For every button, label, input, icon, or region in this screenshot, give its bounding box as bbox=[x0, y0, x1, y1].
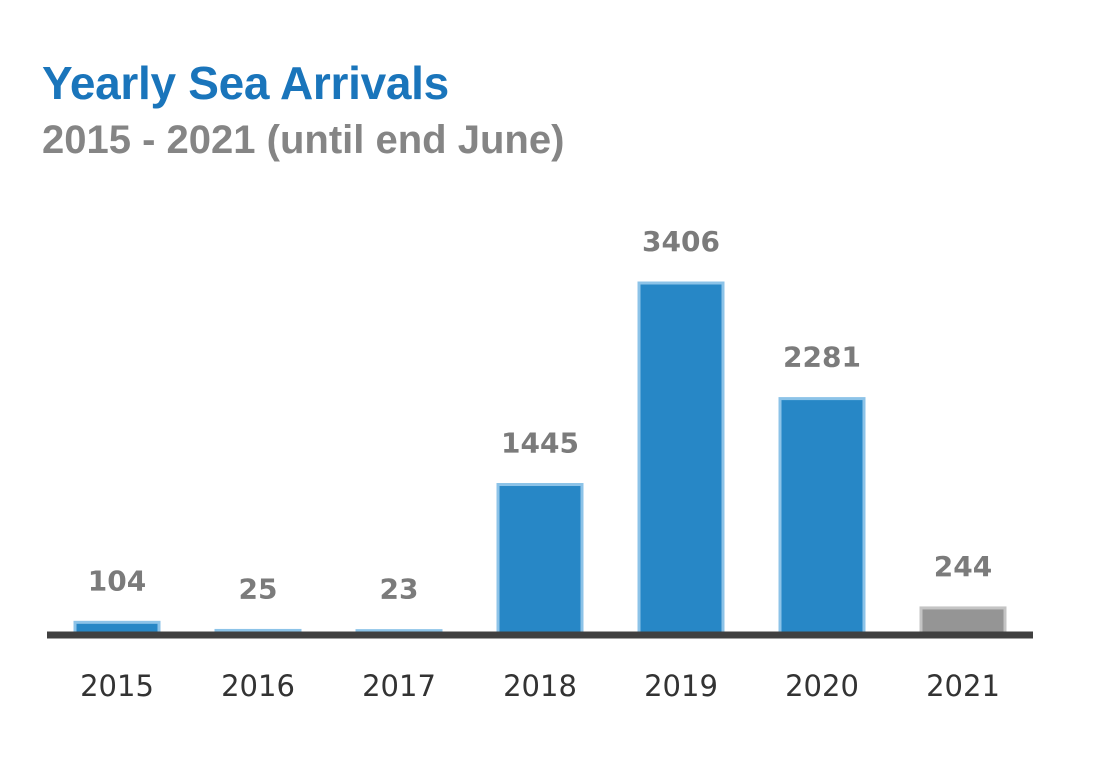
chart-title: Yearly Sea Arrivals bbox=[42, 57, 449, 109]
x-tick-label-2018: 2018 bbox=[503, 669, 577, 703]
x-tick-label-2020: 2020 bbox=[785, 669, 859, 703]
bar-2021 bbox=[919, 606, 1007, 635]
bar-2020 bbox=[778, 397, 866, 635]
x-tick-label-2015: 2015 bbox=[80, 669, 154, 703]
value-label-2020: 2281 bbox=[783, 341, 861, 374]
bar-2018 bbox=[496, 483, 584, 635]
x-tick-label-2017: 2017 bbox=[362, 669, 436, 703]
bar-2019 bbox=[637, 281, 725, 635]
value-label-2017: 23 bbox=[380, 573, 419, 606]
x-tick-label-2019: 2019 bbox=[644, 669, 718, 703]
category-labels-group: 2015 2016 2017 2018 2019 2020 2021 bbox=[80, 669, 1000, 703]
value-labels-group: 104 25 23 1445 3406 2281 244 bbox=[88, 225, 992, 606]
value-label-2016: 25 bbox=[239, 572, 278, 605]
value-label-2015: 104 bbox=[88, 564, 146, 597]
x-tick-label-2016: 2016 bbox=[221, 669, 295, 703]
value-label-2021: 244 bbox=[934, 550, 992, 583]
chart-subtitle: 2015 - 2021 (until end June) bbox=[42, 118, 565, 162]
x-tick-label-2021: 2021 bbox=[926, 669, 1000, 703]
bars-group bbox=[73, 281, 1007, 635]
value-label-2018: 1445 bbox=[501, 427, 579, 460]
bar-2015 bbox=[73, 620, 161, 635]
value-label-2019: 3406 bbox=[642, 225, 720, 258]
